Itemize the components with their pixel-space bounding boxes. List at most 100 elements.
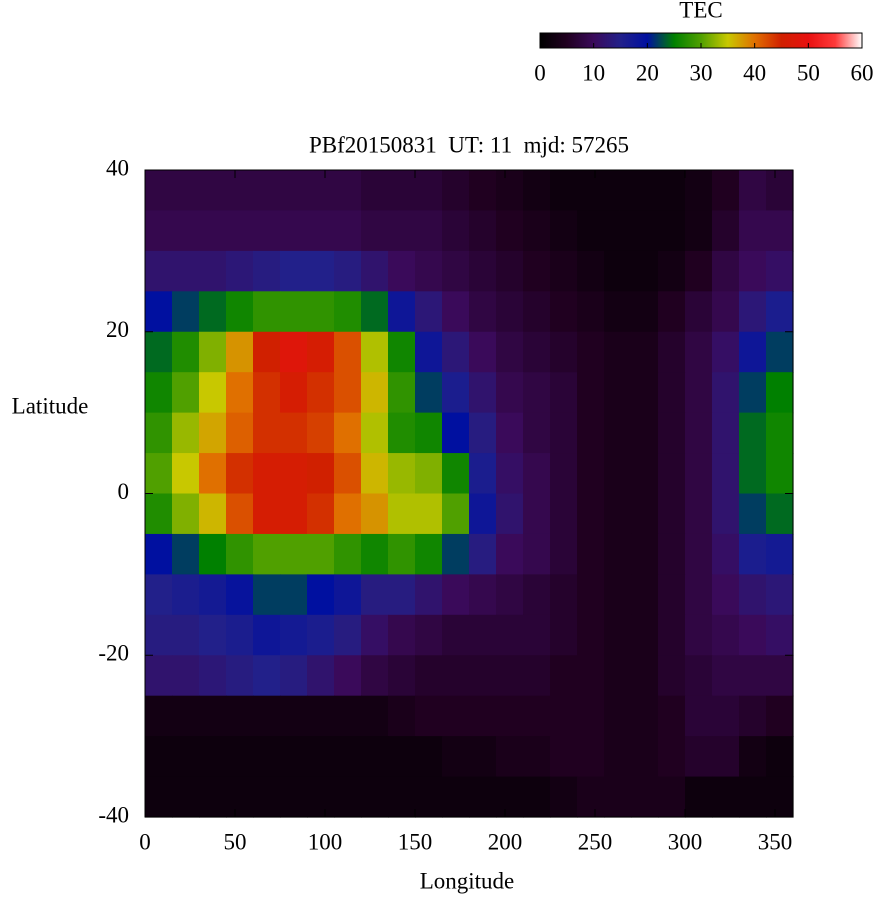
heatmap-cell [550, 453, 578, 495]
heatmap-cell [685, 210, 713, 252]
heatmap-cell [766, 291, 794, 333]
heatmap-cell [685, 736, 713, 778]
heatmap-cell [415, 614, 443, 656]
x-tick-label: 0 [139, 829, 151, 854]
heatmap-cell [604, 291, 632, 333]
heatmap-cell [145, 776, 173, 818]
heatmap-cell [766, 736, 794, 778]
heatmap-cell [685, 493, 713, 535]
heatmap-cell [523, 695, 551, 737]
y-tick-label: 20 [106, 317, 129, 342]
heatmap-cell [685, 372, 713, 414]
colorbar-tick-label: 10 [582, 60, 605, 85]
heatmap-cell [172, 453, 200, 495]
heatmap-cell [145, 372, 173, 414]
heatmap-cell [334, 736, 362, 778]
heatmap-cell [496, 291, 524, 333]
heatmap-cell [685, 291, 713, 333]
heatmap-cell [415, 291, 443, 333]
heatmap-cell [577, 453, 605, 495]
heatmap-cell [280, 412, 308, 454]
heatmap-cell [226, 210, 254, 252]
heatmap-cell [658, 372, 686, 414]
heatmap-cell [685, 170, 713, 212]
heatmap-cell [145, 291, 173, 333]
heatmap-cell [172, 170, 200, 212]
heatmap-cell [739, 291, 767, 333]
heatmap-cell [496, 331, 524, 373]
heatmap-cell [280, 250, 308, 292]
heatmap-cell [631, 736, 659, 778]
heatmap-cell [523, 493, 551, 535]
heatmap-cell [226, 574, 254, 616]
heatmap-cell [577, 533, 605, 575]
heatmap-cell [685, 776, 713, 818]
heatmap-cell [712, 250, 740, 292]
heatmap-cell [658, 695, 686, 737]
heatmap-cell [685, 695, 713, 737]
heatmap-cell [685, 574, 713, 616]
heatmap-cell [199, 291, 227, 333]
heatmap-cell [631, 291, 659, 333]
heatmap-cell [199, 574, 227, 616]
heatmap-cell [631, 533, 659, 575]
heatmap-cell [712, 655, 740, 697]
heatmap-cell [361, 331, 389, 373]
heatmap-cell [658, 574, 686, 616]
heatmap-cell [577, 574, 605, 616]
colorbar-tick-label: 50 [797, 60, 820, 85]
heatmap-cell [631, 776, 659, 818]
x-tick-label: 100 [308, 829, 343, 854]
heatmap-cell [577, 412, 605, 454]
heatmap-cell [604, 372, 632, 414]
heatmap-cell [334, 170, 362, 212]
heatmap-cell [658, 250, 686, 292]
heatmap-cell [442, 574, 470, 616]
heatmap-cell [226, 331, 254, 373]
heatmap-cell [226, 533, 254, 575]
heatmap-cell [523, 412, 551, 454]
heatmap-cell [442, 291, 470, 333]
heatmap-cell [469, 736, 497, 778]
heatmap-cell [496, 210, 524, 252]
heatmap-cell [739, 655, 767, 697]
heatmap-cell [388, 695, 416, 737]
heatmap-cell [361, 250, 389, 292]
heatmap-cell [442, 614, 470, 656]
heatmap-cell [307, 736, 335, 778]
heatmap-cell [172, 250, 200, 292]
heatmap-cell [577, 291, 605, 333]
heatmap-cell [523, 614, 551, 656]
heatmap-cell [739, 695, 767, 737]
heatmap-cell [388, 412, 416, 454]
heatmap-cell [415, 372, 443, 414]
heatmap-cell [658, 736, 686, 778]
heatmap-cell [523, 574, 551, 616]
heatmap-cell [766, 453, 794, 495]
heatmap-cell [496, 412, 524, 454]
heatmap-cell [415, 210, 443, 252]
heatmap-cell [145, 695, 173, 737]
heatmap-cell [550, 736, 578, 778]
heatmap-cell [739, 372, 767, 414]
heatmap-cell [766, 412, 794, 454]
heatmap-cell [604, 170, 632, 212]
heatmap-cell [523, 170, 551, 212]
heatmap-cell [199, 250, 227, 292]
heatmap-cell [361, 170, 389, 212]
heatmap-cell [550, 695, 578, 737]
heatmap-cell [388, 614, 416, 656]
heatmap-cell [334, 493, 362, 535]
heatmap-cell [658, 533, 686, 575]
heatmap-cell [766, 655, 794, 697]
heatmap-cell [361, 372, 389, 414]
heatmap-cell [523, 655, 551, 697]
heatmap-cell [334, 250, 362, 292]
heatmap-cell [577, 250, 605, 292]
heatmap-cell [172, 574, 200, 616]
heatmap-cell [334, 776, 362, 818]
heatmap-cell [334, 533, 362, 575]
heatmap-cell [226, 736, 254, 778]
heatmap-cell [145, 170, 173, 212]
heatmap-cell [226, 372, 254, 414]
